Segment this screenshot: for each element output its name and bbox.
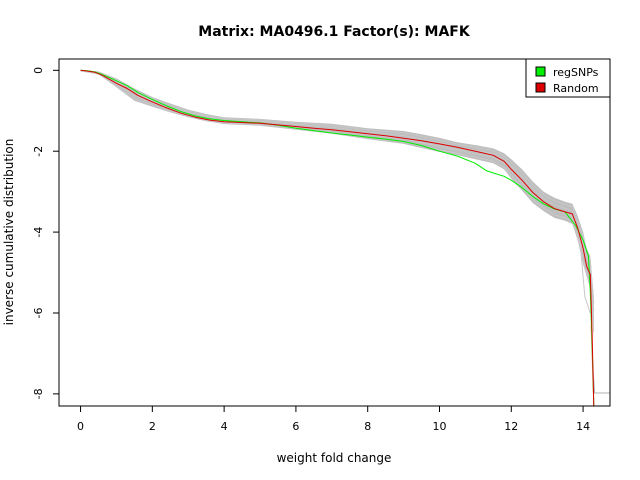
x-tick-label: 14 [576,420,590,433]
random-runs [80,69,610,407]
y-axis: 0 -2 -4 -6 -8 [32,67,60,399]
random-run-line [80,70,595,312]
legend-label: Random [553,82,599,95]
random-run-line [80,70,595,322]
random-envelope [80,70,594,338]
legend-label: regSNPs [553,66,599,79]
y-tick-label: 0 [32,67,45,74]
plot-frame [58,58,611,407]
legend-swatch [535,66,546,77]
y-axis-label: inverse cumulative distribution [2,139,16,326]
x-tick-label: 0 [77,420,84,433]
x-axis: 0 2 4 6 8 10 12 14 [77,405,590,433]
x-tick-label: 10 [432,420,446,433]
y-tick-label: -6 [32,307,45,318]
chart-title: Matrix: MA0496.1 Factor(s): MAFK [198,24,471,40]
y-tick-label: -8 [32,388,45,399]
x-tick-label: 2 [149,420,156,433]
random-run-line [591,353,610,394]
x-tick-label: 4 [221,420,228,433]
legend-swatch [535,82,546,93]
random-run-line [80,70,595,332]
series-line-regsnps [80,69,595,407]
random-band [80,70,594,338]
y-tick-label: -4 [32,227,45,238]
random-run-line [80,69,595,303]
x-tick-label: 12 [504,420,518,433]
x-tick-label: 6 [292,420,299,433]
legend: regSNPs Random [525,58,611,98]
x-tick-label: 8 [364,420,371,433]
random-run-line [578,236,591,314]
y-tick-label: -2 [32,146,45,157]
series-line-random [80,69,595,407]
series-lines [80,69,595,407]
x-axis-label: weight fold change [277,451,392,465]
